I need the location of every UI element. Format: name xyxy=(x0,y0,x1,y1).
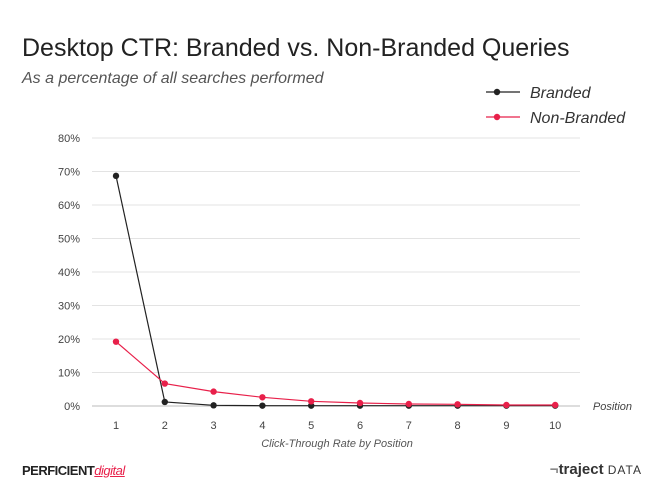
data-point xyxy=(308,398,315,405)
x-tick-label: 1 xyxy=(113,420,119,432)
y-tick-label: 20% xyxy=(58,334,80,346)
y-tick-label: 10% xyxy=(58,368,80,380)
y-tick-label: 70% xyxy=(58,167,80,179)
data-point xyxy=(161,398,168,406)
data-point xyxy=(112,172,120,180)
y-tick-label: 60% xyxy=(58,200,80,212)
x-tick-label: 4 xyxy=(259,420,265,432)
legend-label: Non-Branded xyxy=(530,110,626,127)
y-tick-label: 0% xyxy=(64,401,80,413)
series-line-branded xyxy=(115,175,556,407)
data-point xyxy=(112,338,120,345)
legend-label: Branded xyxy=(530,85,592,102)
data-point xyxy=(210,402,217,409)
y-tick-label: 40% xyxy=(58,267,80,279)
perficient-digital-logo: PERFICIENTdigital xyxy=(22,463,125,478)
x-tick-label: 3 xyxy=(211,420,217,432)
chart-title: Desktop CTR: Branded vs. Non-Branded Que… xyxy=(22,34,570,62)
x-tick-label: 10 xyxy=(549,420,561,432)
y-tick-label: 30% xyxy=(58,301,80,313)
data-point xyxy=(503,401,510,409)
x-tick-label: 8 xyxy=(455,420,461,432)
x-tick-label: 6 xyxy=(357,420,363,432)
x-tick-label: 7 xyxy=(406,420,412,432)
traject-data-logo: ¬traject DATA xyxy=(549,461,642,478)
chart-subtitle: As a percentage of all searches performe… xyxy=(22,70,324,87)
x-tick-label: 9 xyxy=(503,420,509,432)
x-axis-label: Click-Through Rate by Position xyxy=(261,438,413,450)
data-point xyxy=(161,380,168,387)
x-tick-label: 5 xyxy=(308,420,314,432)
x-axis-end-label: Position xyxy=(593,401,632,413)
y-tick-label: 50% xyxy=(58,234,80,246)
x-tick-label: 2 xyxy=(162,420,168,432)
series-line-non-branded xyxy=(115,341,556,406)
legend-marker xyxy=(493,88,501,96)
data-point xyxy=(356,399,364,407)
data-point xyxy=(405,400,412,408)
data-point xyxy=(552,401,559,409)
data-point xyxy=(259,402,266,409)
legend-marker xyxy=(493,113,501,121)
y-tick-label: 80% xyxy=(58,133,80,145)
data-point xyxy=(210,388,217,395)
data-point xyxy=(454,401,461,408)
data-point xyxy=(259,394,266,401)
